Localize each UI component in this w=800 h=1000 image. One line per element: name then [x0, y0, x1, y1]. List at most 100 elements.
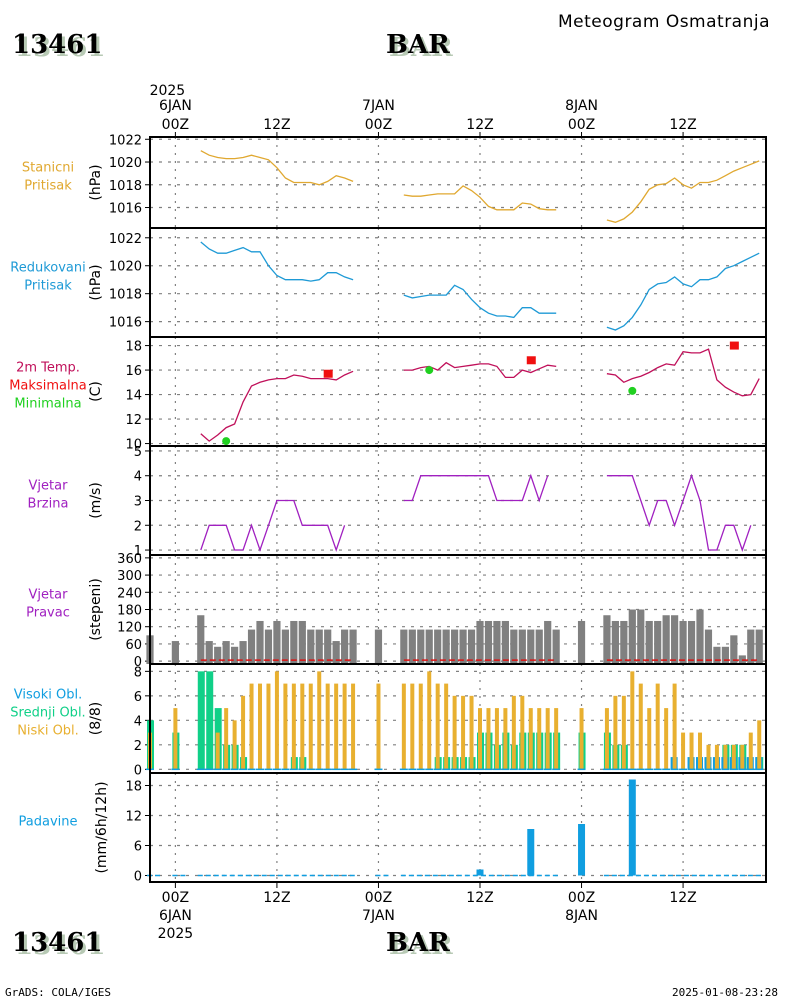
cloud-low-bar: [283, 683, 288, 770]
top-date-label: 8JAN: [565, 98, 598, 114]
reduced_pressure-line: [403, 284, 557, 319]
tmin-marker: [628, 386, 637, 395]
wind-dir-bar: [451, 629, 459, 664]
bottom-date-label: 6JAN: [159, 908, 192, 924]
wind-dir-bar: [332, 641, 340, 664]
panel-title-line: Niski Obl.: [17, 724, 79, 739]
wind-dir-bar: [493, 620, 501, 664]
wind-dir-bar: [637, 609, 645, 664]
panel-temperature: 10 12 14 16 18 (C) 2m Temp. Maksimalna Minimalna: [9, 336, 767, 453]
wind-dir-bar: [281, 629, 289, 664]
cloud-mid-bar: [197, 671, 205, 770]
cloud-low-bar: [418, 683, 423, 770]
panel-title-line: Brzina: [28, 497, 69, 512]
y-axis-label: (hPa): [88, 264, 104, 300]
cloud-low-bar: [511, 695, 516, 770]
panel-frame: [149, 227, 767, 338]
cloud-low-bar: [520, 695, 525, 770]
cloud-low-bar: [740, 744, 745, 770]
wind-dir-bar: [535, 629, 543, 664]
cloud-low-bar: [664, 708, 669, 770]
panel-title-line: Stanicni: [22, 161, 74, 176]
cloud-low-bar: [266, 683, 271, 770]
wind-dir-bar: [442, 629, 450, 664]
station_pressure-line: [403, 185, 557, 211]
cloud-low-bar: [351, 683, 356, 770]
cloud-low-bar: [723, 744, 728, 770]
y-tick-label: 1016: [109, 316, 142, 331]
top-hour-label: 12Z: [466, 117, 493, 133]
wind-dir-bar: [324, 629, 332, 664]
tmin-marker: [222, 437, 231, 446]
panel-title-line: Visoki Obl.: [14, 688, 82, 703]
station_pressure-line: [200, 150, 354, 186]
bottom-year-label: 2025: [158, 926, 194, 942]
cloud-low-bar: [757, 720, 762, 770]
y-tick-label: 4: [134, 714, 142, 729]
cloud-low-bar: [681, 732, 686, 770]
wind-dir-bar: [662, 615, 670, 664]
wind-dir-bar: [620, 620, 628, 664]
panel-title-line: Pravac: [26, 606, 70, 621]
wind-dir-bar: [755, 629, 763, 664]
cloud-low-bar: [655, 683, 660, 770]
wind-dir-bar: [349, 629, 357, 664]
y-tick-label: 4: [134, 470, 142, 485]
panel-frame: [149, 136, 767, 229]
wind-dir-bar: [611, 620, 619, 664]
cloud-low-bar: [579, 708, 584, 770]
wind-dir-bar: [273, 620, 281, 664]
cloud-low-bar: [503, 708, 508, 770]
y-tick-label: 6: [134, 690, 142, 705]
wind-dir-bar: [687, 620, 696, 664]
y-tick-label: 0: [134, 870, 142, 885]
wind-dir-bar: [214, 646, 222, 664]
wind_speed-line: [200, 499, 346, 553]
wind-dir-bar: [256, 620, 264, 664]
bottom-hour-label: 12Z: [669, 890, 696, 906]
station-id-bottom: 13461: [12, 928, 103, 958]
wind-dir-bar: [222, 641, 230, 664]
panel-wind_direction: 0 60 120 180 240 300 360 (stepeni) Vjetar Pravac: [26, 552, 767, 670]
y-axis-label: (hPa): [88, 164, 104, 200]
panel-cloud_cover: 0 2 4 6 8 (8/8) Visoki Obl. Srednji Obl. Niski O…: [10, 663, 767, 778]
cloud-low-bar: [452, 695, 457, 770]
y-tick-label: 0: [134, 763, 142, 778]
cloud-low-bar: [173, 708, 178, 770]
panel-title-line: Pritisak: [24, 179, 72, 194]
wind-dir-bar: [654, 620, 662, 664]
cloud-low-bar: [478, 708, 482, 770]
y-tick-label: 360: [117, 552, 142, 567]
cloud-low-bar: [308, 683, 313, 770]
y-tick-label: 1018: [109, 288, 142, 303]
wind-dir-bar: [696, 609, 704, 664]
station-id-top: 13461: [12, 30, 103, 60]
cloud-low-bar: [630, 671, 635, 770]
y-tick-label: 1022: [109, 133, 142, 148]
wind-dir-bar: [171, 641, 179, 664]
wind-dir-bar: [679, 620, 687, 664]
panel-title-line: Vjetar: [29, 588, 69, 603]
cloud-low-bar: [689, 732, 694, 770]
wind-dir-bar: [239, 641, 247, 664]
cloud-low-bar: [232, 720, 237, 770]
wind_speed-line: [403, 473, 549, 503]
y-tick-label: 14: [125, 389, 142, 404]
y-tick-label: 5: [134, 445, 142, 460]
grads-credit: GrADS: COLA/IGES: [5, 986, 111, 999]
y-tick-label: 6: [134, 840, 142, 855]
cloud-low-bar: [554, 708, 559, 770]
panel-title-line: 2m Temp.: [16, 361, 80, 376]
y-axis-label: (m/s): [88, 482, 104, 519]
cloud-low-bar: [469, 695, 474, 770]
wind-dir-bar: [577, 620, 586, 664]
y-tick-label: 180: [117, 604, 142, 619]
meteogram-title: Meteogram Osmatranja: [558, 12, 771, 32]
y-tick-label: 0: [134, 655, 142, 670]
y-tick-label: 3: [134, 495, 142, 510]
cloud-low-bar: [376, 683, 381, 770]
reduced_pressure-line: [200, 241, 354, 282]
wind-dir-bar: [315, 629, 323, 664]
cloud-low-bar: [731, 744, 736, 770]
